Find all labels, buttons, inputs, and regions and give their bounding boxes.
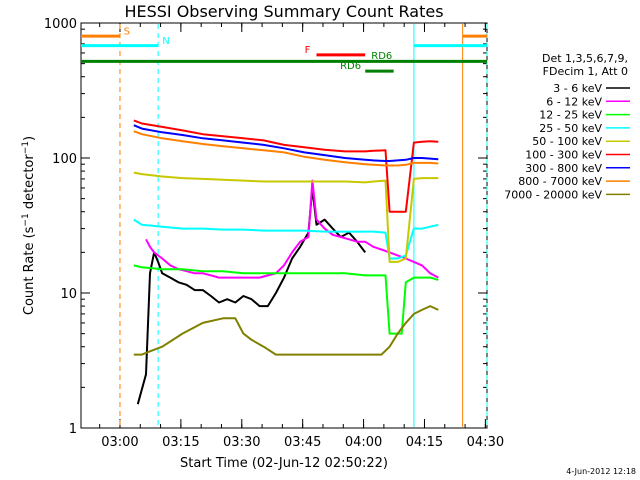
x-tick-label: 04:00 bbox=[345, 435, 382, 450]
x-tick-label: 04:30 bbox=[467, 435, 504, 450]
legend: Det 1,3,5,6,7,9,FDecim 1, Att 0 3 - 6 keV… bbox=[504, 52, 630, 201]
plot-area: 1 10 100 1000 03:00 03:15 03:30 03:45 04:00 04:15… bbox=[44, 17, 504, 450]
series-line bbox=[145, 179, 439, 279]
y-tick-label: 10 bbox=[60, 287, 77, 302]
legend-header: FDecim 1, Att 0 bbox=[543, 65, 628, 78]
legend-label: 6 - 12 keV bbox=[546, 95, 602, 108]
y-tick-label: 1 bbox=[69, 422, 77, 437]
series-line bbox=[133, 130, 439, 167]
flag-label: F bbox=[305, 45, 311, 56]
series-line bbox=[133, 305, 439, 356]
y-tick-label: 100 bbox=[52, 152, 77, 167]
legend-label: 12 - 25 keV bbox=[539, 109, 602, 122]
legend-label: 25 - 50 keV bbox=[539, 122, 602, 135]
y-axis-label-group: Count Rate (s−1 detector−1) bbox=[21, 136, 37, 315]
legend-label: 300 - 800 keV bbox=[525, 162, 602, 175]
flag-label: RD6 bbox=[371, 51, 392, 62]
x-tick-label: 03:45 bbox=[284, 435, 321, 450]
series-line bbox=[133, 119, 439, 213]
x-tick-label: 03:00 bbox=[101, 435, 138, 450]
series-line bbox=[133, 171, 439, 263]
legend-label: 50 - 100 keV bbox=[532, 135, 602, 148]
chart-title: HESSI Observing Summary Count Rates bbox=[124, 2, 443, 21]
x-axis-label: Start Time (02-Jun-12 02:50:22) bbox=[180, 456, 388, 471]
x-tick-label: 04:15 bbox=[406, 435, 443, 450]
flag-label: RD6 bbox=[340, 61, 361, 72]
legend-label: 100 - 300 keV bbox=[525, 149, 602, 162]
legend-label: 800 - 7000 keV bbox=[518, 175, 602, 188]
x-tick-label: 03:15 bbox=[162, 435, 199, 450]
legend-label: 7000 - 20000 keV bbox=[504, 188, 602, 201]
footer-date: 4-Jun-2012 12:18 bbox=[566, 467, 636, 476]
legend-header: Det 1,3,5,6,7,9, bbox=[542, 52, 628, 65]
x-tick-label: 03:30 bbox=[223, 435, 260, 450]
legend-label: 3 - 6 keV bbox=[553, 82, 602, 95]
flag-label: S bbox=[124, 27, 130, 38]
flag-label: N bbox=[162, 36, 169, 47]
series-line bbox=[133, 218, 439, 260]
y-axis-label: Count Rate (s−1 detector−1) bbox=[21, 136, 37, 315]
series-line bbox=[136, 186, 366, 405]
series-line bbox=[133, 124, 439, 162]
y-tick-label: 1000 bbox=[44, 17, 77, 32]
series-line bbox=[133, 264, 439, 335]
